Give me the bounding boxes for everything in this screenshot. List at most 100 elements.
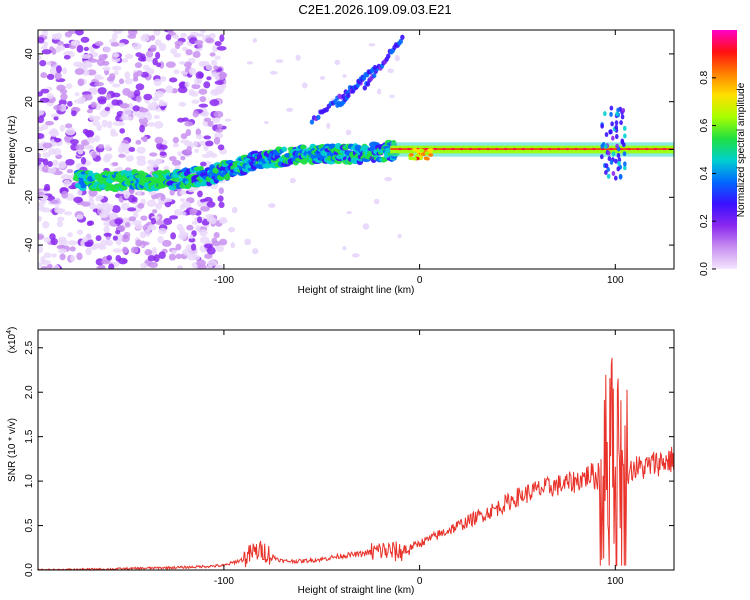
spectrogram-cell <box>583 147 587 151</box>
spectrogram-x-ticks: -100 0 100 <box>214 30 624 286</box>
spectrogram-cell <box>504 147 508 151</box>
spectrogram-cell <box>136 146 146 154</box>
spectrogram-cell <box>145 56 153 62</box>
spectrogram-cell <box>138 107 149 113</box>
spectrogram-cell <box>122 246 129 254</box>
spectrogram-cell <box>394 54 400 62</box>
spectrogram-cell <box>209 153 218 158</box>
spectrogram-cell <box>653 147 658 151</box>
spectrogram-cell <box>173 209 183 216</box>
spectrogram-cell <box>95 235 102 242</box>
spectrogram-cell <box>203 117 212 123</box>
spectrogram-cell <box>619 120 623 126</box>
spectrogram-cell <box>40 196 47 204</box>
spectrogram-cell <box>40 124 49 130</box>
spectrogram-cell <box>111 213 117 220</box>
spectrogram-cell <box>135 83 145 91</box>
spectrogram-cell <box>63 51 71 57</box>
spectrogram-cell <box>147 255 156 262</box>
spectrogram-cell <box>149 44 157 52</box>
spectrogram-cell <box>38 215 43 222</box>
spectrogram-cell <box>603 111 607 117</box>
spectrogram-cell <box>411 156 417 161</box>
spectrogram-cell <box>131 42 142 50</box>
spectrogram-cell <box>38 55 42 61</box>
spectrogram-cell <box>218 201 225 209</box>
spectrogram-cell <box>621 107 626 113</box>
spectrogram-cell <box>230 242 236 249</box>
spectrogram-cell <box>424 156 430 161</box>
spectrogram-cell <box>185 49 193 56</box>
spectrogram-cell <box>627 147 631 151</box>
spectrogram-cell <box>46 73 55 80</box>
spectrogram-cell <box>151 217 157 225</box>
spectrogram-cell <box>95 196 102 202</box>
spectrogram-cell <box>38 262 43 268</box>
spectrogram-cell <box>135 95 142 103</box>
spectrogram-cell <box>618 173 623 179</box>
colorbar-label: Normalized spectral amplitude <box>736 82 747 217</box>
spectrogram-cell <box>58 99 67 106</box>
spectrogram-cell <box>213 65 219 70</box>
spectrogram-cell <box>101 119 108 128</box>
spectrogram-x-tick-label: -100 <box>214 275 234 286</box>
spectrogram-cell <box>67 232 73 238</box>
spectrogram-cell <box>154 39 162 47</box>
spectrogram-cell <box>38 234 44 240</box>
spectrogram-cell <box>140 215 148 221</box>
spectrogram-cell <box>115 254 122 262</box>
snr-frame <box>37 329 675 571</box>
spectrogram-cell <box>90 87 98 96</box>
spectrogram-cell <box>66 168 74 174</box>
spectrogram-cell <box>191 83 201 90</box>
spectrogram-cell <box>539 147 543 151</box>
spectrogram-cell <box>49 129 60 137</box>
spectrogram-cell <box>92 120 100 127</box>
spectrogram-cell <box>60 173 71 181</box>
spectrogram-cell <box>42 142 53 149</box>
spectrogram-cell <box>368 43 376 47</box>
spectrogram-cell <box>342 246 347 251</box>
spectrogram-cell <box>184 81 190 88</box>
spectrogram-cell <box>102 155 111 163</box>
colorbar-tick-label: 0.2 <box>699 214 710 228</box>
spectrogram-cell <box>197 190 203 198</box>
snr-x-label: Height of straight line (km) <box>298 585 415 596</box>
spectrogram-cell <box>153 114 160 120</box>
spectrogram-cell <box>43 237 51 243</box>
spectrogram-cell <box>615 143 619 149</box>
spectrogram-cell <box>41 165 49 173</box>
spectrogram-cell <box>102 66 111 71</box>
spectrogram-cell <box>127 102 134 110</box>
spectrogram-cell <box>77 78 85 87</box>
spectrogram-cell <box>38 152 41 159</box>
spectrogram-cell <box>180 133 188 140</box>
spectrogram-cell <box>49 67 57 75</box>
spectrogram-cell <box>316 114 321 120</box>
spectrogram-cell <box>289 177 296 184</box>
spectrogram-cell <box>104 106 111 112</box>
snr-scale-factor: (x104) <box>6 327 18 354</box>
spectrogram-cell <box>155 202 162 210</box>
spectrogram-cell <box>178 232 187 241</box>
spectrogram-cell <box>218 187 224 194</box>
spectrogram-cell <box>82 60 91 69</box>
spectrogram-cell <box>181 149 192 155</box>
spectrogram-cell <box>42 152 52 158</box>
spectrogram-cell <box>62 67 68 75</box>
spectrogram-cell <box>112 162 119 167</box>
spectrogram-cell <box>112 235 118 241</box>
spectrogram-cell <box>189 208 197 216</box>
spectrogram-cell <box>177 86 188 94</box>
spectrogram-cell <box>309 119 315 125</box>
spectrogram-cell <box>196 33 204 37</box>
spectrogram-cell <box>55 32 63 40</box>
spectrogram-cell <box>85 247 92 256</box>
spectrogram-cell <box>428 153 434 157</box>
spectrogram-cell <box>140 262 148 269</box>
spectrogram-cell <box>106 255 113 261</box>
snr-y-tick-label: 0.0 <box>24 563 35 577</box>
spectrogram-cell <box>184 141 193 147</box>
spectrogram-cell <box>114 218 124 225</box>
spectrogram-cell <box>468 147 473 151</box>
